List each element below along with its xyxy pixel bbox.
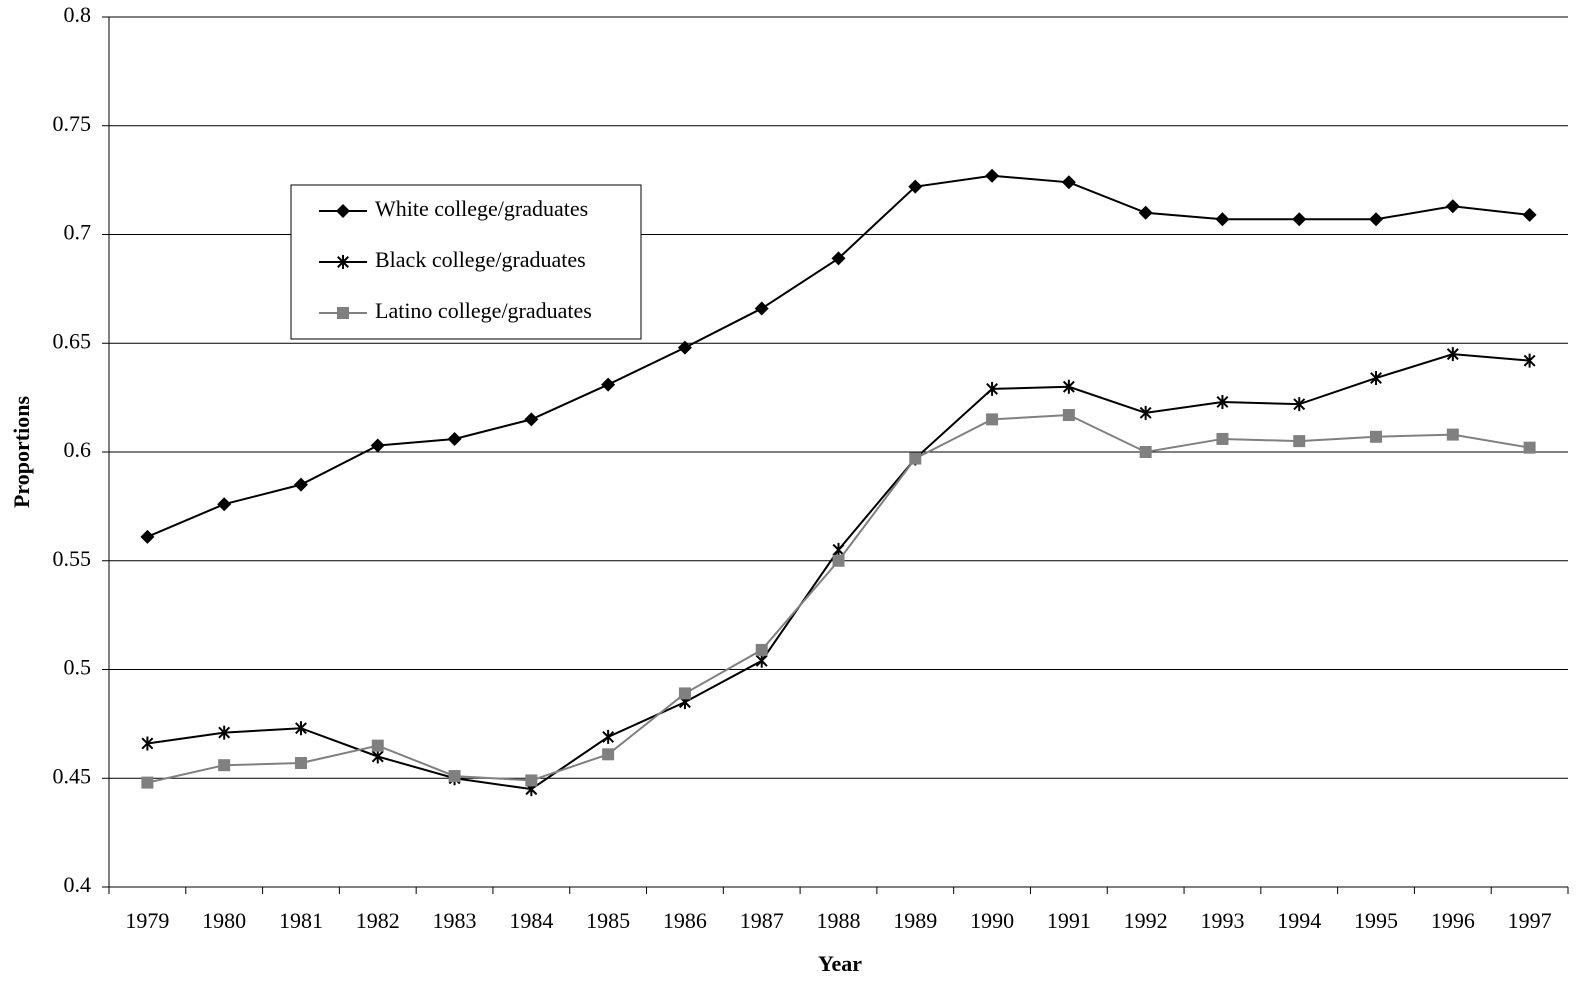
marker [141,776,154,789]
marker [677,340,692,355]
marker [524,412,539,427]
x-tick-label: 1983 [433,908,477,933]
series-line [147,353,1530,791]
marker [602,729,615,744]
marker [1523,441,1536,454]
marker [371,739,384,752]
x-tick-label: 1986 [663,908,707,933]
marker [1062,409,1075,422]
marker [985,168,1000,183]
marker [447,431,462,446]
y-tick-label: 0.75 [53,111,92,136]
marker [602,748,615,761]
marker [755,653,768,668]
marker [1293,435,1306,448]
y-tick-label: 0.65 [53,328,92,353]
marker [1215,212,1230,227]
marker [832,542,845,557]
y-tick-label: 0.55 [53,546,92,571]
series-line [147,414,1530,784]
marker [1446,428,1459,441]
marker [678,687,691,700]
marker [1216,394,1229,409]
marker [1445,199,1460,214]
x-tick-label: 1982 [356,908,400,933]
y-tick-label: 0.7 [64,220,92,245]
x-tick-label: 1985 [586,908,630,933]
x-tick-label: 1995 [1354,908,1398,933]
marker [1523,353,1536,368]
marker [525,774,538,787]
marker [1370,430,1383,443]
marker [601,377,616,392]
marker [448,770,461,783]
marker [1446,347,1459,362]
marker [755,643,768,656]
marker [1292,212,1307,227]
x-tick-label: 1984 [509,908,553,933]
legend-label: White college/graduates [375,196,588,221]
marker [986,413,999,426]
marker [986,381,999,396]
x-tick-label: 1997 [1508,908,1552,933]
marker [218,759,231,772]
marker [1522,207,1537,222]
x-axis-title: Year [818,951,862,976]
y-tick-label: 0.5 [64,655,92,680]
x-tick-label: 1987 [740,908,784,933]
marker [1138,205,1153,220]
marker [370,438,385,453]
marker [336,204,350,218]
marker [1139,405,1152,420]
x-tick-label: 1991 [1047,908,1091,933]
marker [909,452,922,465]
y-tick-label: 0.45 [53,763,92,788]
x-tick-label: 1989 [893,908,937,933]
marker [908,179,923,194]
marker [1062,379,1075,394]
marker [831,251,846,266]
marker [1061,175,1076,190]
marker [337,255,349,269]
marker [371,749,384,764]
marker [218,725,231,740]
marker [1293,397,1306,412]
legend-label: Latino college/graduates [375,298,592,323]
x-tick-label: 1980 [202,908,246,933]
x-tick-label: 1981 [279,908,323,933]
x-tick-label: 1979 [125,908,169,933]
marker [337,307,349,319]
x-tick-label: 1988 [817,908,861,933]
marker [140,529,155,544]
marker [832,554,845,567]
legend-label: Black college/graduates [375,247,586,272]
marker [754,301,769,316]
x-tick-label: 1993 [1200,908,1244,933]
x-tick-label: 1996 [1431,908,1475,933]
y-tick-label: 0.6 [64,437,92,462]
x-tick-label: 1992 [1124,908,1168,933]
x-tick-label: 1994 [1277,908,1321,933]
marker [1139,446,1152,458]
marker [217,497,232,512]
y-axis-title: Proportions [9,396,34,508]
y-tick-label: 0.8 [64,2,92,27]
legend: White college/graduates Black college/gra… [290,184,642,340]
marker [295,721,307,736]
marker [1369,212,1384,227]
marker [294,757,307,770]
marker [141,736,154,751]
marker [1216,432,1229,445]
marker [293,477,308,492]
y-tick-label: 0.4 [64,872,92,897]
marker [1370,371,1382,386]
x-tick-label: 1990 [970,908,1014,933]
